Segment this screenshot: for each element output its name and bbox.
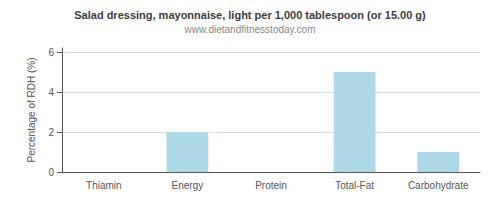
svg-text:Energy: Energy [172,180,204,191]
svg-text:0: 0 [48,167,54,178]
svg-text:Thiamin: Thiamin [86,180,122,191]
svg-text:4: 4 [48,87,54,98]
svg-text:Salad dressing, mayonnaise, li: Salad dressing, mayonnaise, light per 1,… [74,9,426,21]
svg-text:www.dietandfitnesstoday.com: www.dietandfitnesstoday.com [184,24,316,35]
svg-text:Carbohydrate: Carbohydrate [408,180,469,191]
svg-text:6: 6 [48,47,54,58]
svg-text:Percentage of RDH (%): Percentage of RDH (%) [26,57,37,162]
svg-text:Protein: Protein [255,180,287,191]
svg-text:2: 2 [48,127,54,138]
svg-text:Total-Fat: Total-Fat [335,180,374,191]
